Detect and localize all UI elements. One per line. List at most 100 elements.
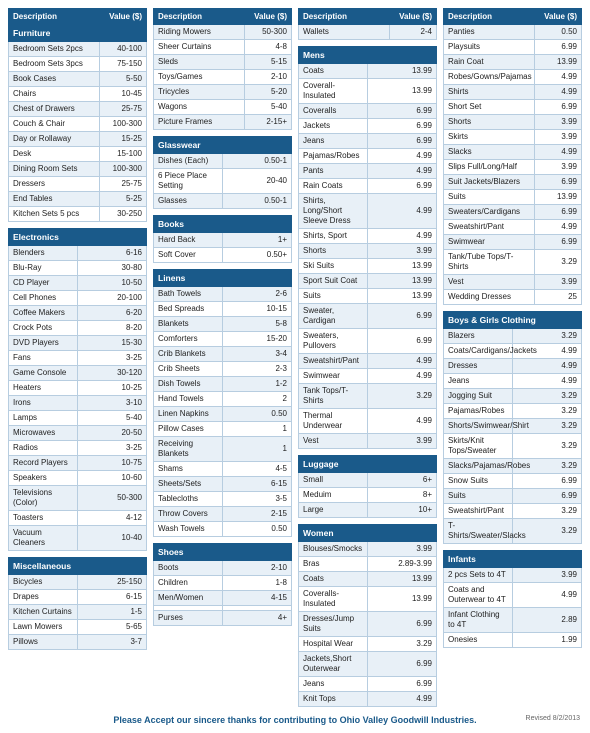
table-row: Skirts/Knit Tops/Sweater3.29 — [444, 434, 582, 459]
item-value: 4.99 — [513, 374, 582, 389]
item-name: Large — [299, 503, 368, 518]
item-value: 50-300 — [78, 486, 147, 511]
item-value: 30-250 — [100, 207, 147, 222]
table-row: Pants4.99 — [299, 164, 437, 179]
item-name: Dresses/Jump Suits — [299, 612, 368, 637]
table-row: Record Players10-75 — [9, 456, 147, 471]
item-value: 6.99 — [513, 474, 582, 489]
table-row: Day or Rollaway15-25 — [9, 132, 147, 147]
item-name: Toasters — [9, 511, 78, 526]
item-name: Sweatshirt/Pant — [444, 220, 535, 235]
item-name: Dining Room Sets — [9, 162, 100, 177]
item-value: 4.99 — [368, 354, 437, 369]
item-name: Purses — [154, 611, 223, 626]
item-value: 8+ — [368, 488, 437, 503]
item-value: 10-45 — [100, 87, 147, 102]
item-value: 2.89 — [513, 608, 582, 633]
price-table: GlasswearDishes (Each)0.50-16 Piece Plac… — [153, 136, 292, 209]
item-name: Lamps — [9, 411, 78, 426]
item-name: Wedding Dresses — [444, 290, 535, 305]
item-value: 6.99 — [368, 134, 437, 149]
price-table: Infants2 pcs Sets to 4T3.99Coats and Out… — [443, 550, 582, 648]
table-row: Infant Clothing to 4T2.89 — [444, 608, 582, 633]
table-row: Drapes6-15 — [9, 590, 147, 605]
section-header: Glasswear — [154, 137, 292, 154]
item-name: Bras — [299, 557, 368, 572]
section-header: Boys & Girls Clothing — [444, 312, 582, 329]
table-row: Jeans6.99 — [299, 134, 437, 149]
price-table: Boys & Girls ClothingBlazers3.29Coats/Ca… — [443, 311, 582, 544]
table-row: Ski Suits13.99 — [299, 259, 437, 274]
table-row: Onesies1.99 — [444, 633, 582, 648]
item-name: Swimwear — [299, 369, 368, 384]
item-name: Soft Cover — [154, 248, 223, 263]
item-value: 1 — [223, 437, 292, 462]
table-row: Coffee Makers6-20 — [9, 306, 147, 321]
table-row: 2 pcs Sets to 4T3.99 — [444, 568, 582, 583]
item-name: CD Player — [9, 276, 78, 291]
table-row: Tablecloths3-5 — [154, 492, 292, 507]
table-row: Cell Phones20-100 — [9, 291, 147, 306]
table-row: Bedroom Sets 2pcs40-100 — [9, 42, 147, 57]
item-name: Shirts, Long/Short Sleeve Dress — [299, 194, 368, 229]
item-name: Heaters — [9, 381, 78, 396]
item-name: Chairs — [9, 87, 100, 102]
column: DescriptionValue ($)Panties0.50Playsuits… — [443, 8, 582, 648]
table-row: Bicycles25-150 — [9, 575, 147, 590]
price-table: DescriptionValue ($)Panties0.50Playsuits… — [443, 8, 582, 305]
item-name: Televisions (Color) — [9, 486, 78, 511]
item-value: 5-40 — [78, 411, 147, 426]
section-header: Luggage — [299, 456, 437, 473]
table-row: Blenders6-16 — [9, 246, 147, 261]
section-header: Electronics — [9, 229, 147, 246]
table-row: Vacuum Cleaners10-40 — [9, 526, 147, 551]
item-value: 13.99 — [368, 64, 437, 79]
price-table: ShoesBoots2-10Children1-8Men/Women4-15Pu… — [153, 543, 292, 626]
table-row: Shirts, Sport4.99 — [299, 229, 437, 244]
table-row: Sleds5-15 — [154, 55, 292, 70]
table-row: Suit Jackets/Blazers6.99 — [444, 175, 582, 190]
table-row: Rain Coats6.99 — [299, 179, 437, 194]
table-row: Swimwear4.99 — [299, 369, 437, 384]
item-value: 2-6 — [223, 287, 292, 302]
item-value: 3.29 — [368, 384, 437, 409]
item-value: 4.99 — [513, 583, 582, 608]
item-value: 4.99 — [535, 145, 582, 160]
table-row: Fans3-25 — [9, 351, 147, 366]
item-name: Tank/Tube Tops/T-Shirts — [444, 250, 535, 275]
item-value: 1-8 — [223, 576, 292, 591]
item-value: 30-120 — [78, 366, 147, 381]
item-name: Shams — [154, 462, 223, 477]
section-header: Mens — [299, 47, 437, 64]
item-name: Sleds — [154, 55, 245, 70]
table-row: Tank/Tube Tops/T-Shirts3.29 — [444, 250, 582, 275]
table-row: Picture Frames2-15+ — [154, 115, 292, 130]
item-value: 3.99 — [535, 130, 582, 145]
table-row: Meduim8+ — [299, 488, 437, 503]
table-row: Riding Mowers50-300 — [154, 25, 292, 40]
item-name: Day or Rollaway — [9, 132, 100, 147]
table-row: Game Console30-120 — [9, 366, 147, 381]
col-header-desc: Description — [154, 9, 245, 25]
section-header: Linens — [154, 270, 292, 287]
table-row: Suits13.99 — [444, 190, 582, 205]
item-name: 2 pcs Sets to 4T — [444, 568, 513, 583]
item-value: 10-50 — [78, 276, 147, 291]
item-name: Coveralls — [299, 104, 368, 119]
item-value: 3.99 — [368, 434, 437, 449]
table-row: Coats/Cardigans/Jackets4.99 — [444, 344, 582, 359]
item-name: Rain Coats — [299, 179, 368, 194]
item-value: 6.99 — [368, 304, 437, 329]
item-name: Snow Suits — [444, 474, 513, 489]
item-name: Sweater, Cardigan — [299, 304, 368, 329]
table-row: Shorts/Swimwear/Shirt3.29 — [444, 419, 582, 434]
item-value: 3.29 — [513, 404, 582, 419]
table-row: Large10+ — [299, 503, 437, 518]
item-name: Microwaves — [9, 426, 78, 441]
table-row: Dish Towels1-2 — [154, 377, 292, 392]
item-value: 4.99 — [535, 220, 582, 235]
item-name: Sheets/Sets — [154, 477, 223, 492]
item-name: 6 Piece Place Setting — [154, 169, 223, 194]
item-name: Shorts — [299, 244, 368, 259]
table-row: Blouses/Smocks3.99 — [299, 542, 437, 557]
